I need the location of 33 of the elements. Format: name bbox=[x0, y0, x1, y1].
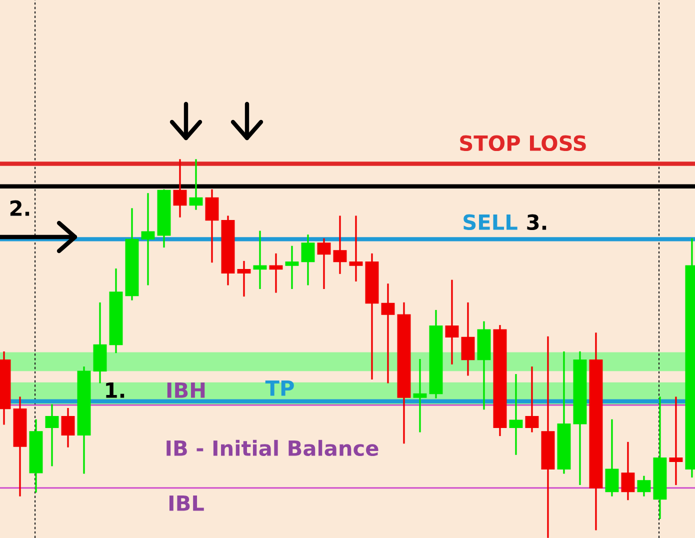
candlestick bbox=[45, 404, 59, 466]
candlestick bbox=[285, 246, 299, 290]
ref-line-label: IBH bbox=[167, 382, 205, 398]
annotation: 2. bbox=[10, 200, 30, 216]
candlestick bbox=[509, 374, 523, 455]
annotation: 3. bbox=[527, 214, 546, 230]
candlestick bbox=[333, 216, 347, 274]
candlestick bbox=[637, 476, 651, 496]
candlestick bbox=[317, 238, 331, 290]
candlestick bbox=[669, 396, 683, 486]
candlestick bbox=[461, 302, 475, 376]
candlestick bbox=[525, 366, 539, 432]
ref-line-label: TP bbox=[265, 380, 294, 396]
candlestick bbox=[189, 159, 203, 210]
candlestick bbox=[605, 419, 619, 496]
ref-line-label: IBL bbox=[169, 496, 204, 511]
candlestick bbox=[413, 358, 427, 432]
annotation: 1. bbox=[106, 382, 124, 398]
candlestick bbox=[301, 234, 315, 286]
candlestick bbox=[269, 253, 283, 293]
candlestick bbox=[237, 260, 251, 297]
ref-line-label: SELL bbox=[464, 214, 518, 230]
annotation: IB - Initial Balance bbox=[166, 440, 378, 456]
candlestick bbox=[61, 408, 75, 448]
candlestick bbox=[349, 216, 363, 282]
candlestick bbox=[253, 230, 267, 290]
ref-line-label: STOP LOSS bbox=[460, 135, 586, 152]
candlestick bbox=[621, 442, 635, 500]
candlestick bbox=[141, 193, 155, 286]
candlestick bbox=[173, 159, 187, 218]
candlestick bbox=[205, 189, 219, 263]
candlestick bbox=[381, 284, 395, 384]
candlestick bbox=[445, 280, 459, 364]
